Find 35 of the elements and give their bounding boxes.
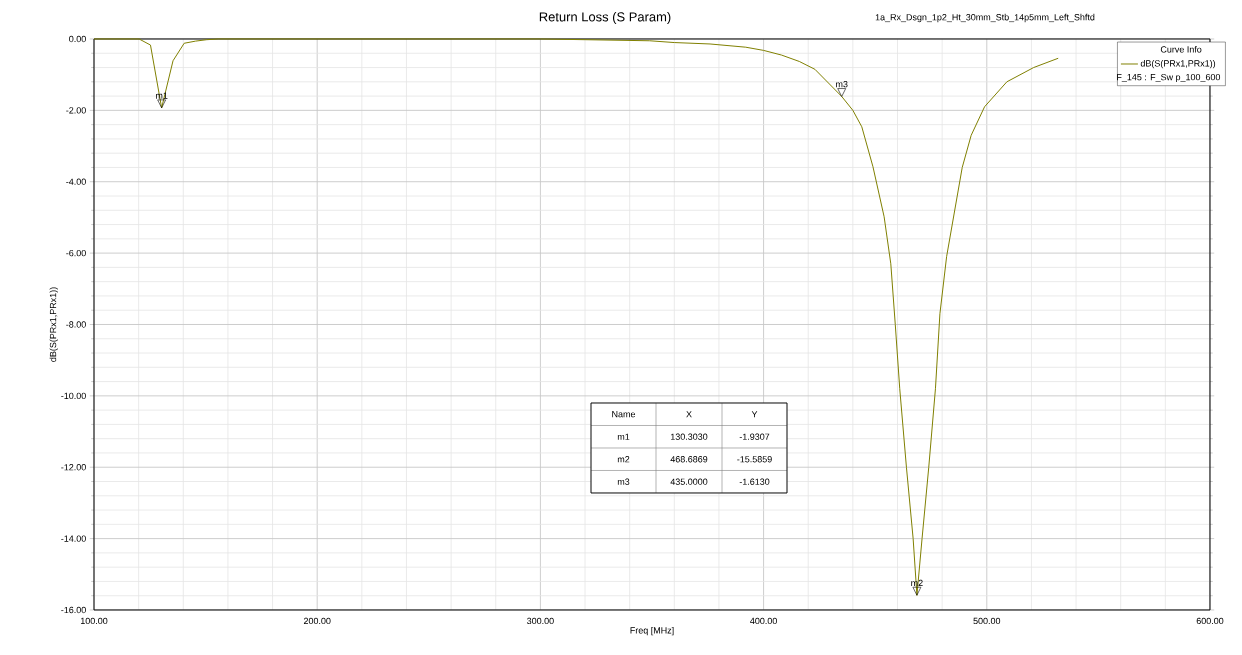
legend-title: Curve Info bbox=[1160, 46, 1202, 53]
annotation: Name bbox=[612, 411, 636, 418]
chart-title: Return Loss (S Param) bbox=[539, 11, 671, 25]
x-tick-label: 400.00 bbox=[750, 617, 777, 625]
annotation: 130.3030 bbox=[670, 433, 708, 440]
annotation: -1.9307 bbox=[739, 433, 770, 440]
y-tick-label: -12.00 bbox=[61, 464, 86, 471]
y-axis-title: dB(S(PRx1,PRx1)) bbox=[49, 287, 58, 362]
annotation: F_145 : F_Sw p_100_600 bbox=[1117, 73, 1221, 83]
annotation: Y bbox=[751, 411, 758, 418]
legend-label: dB(S(PRx1,PRx1)) bbox=[1140, 59, 1216, 69]
annotation: -1.6130 bbox=[739, 478, 770, 485]
annotation: -15.5859 bbox=[737, 456, 772, 463]
x-axis-title: Freq [MHz] bbox=[630, 626, 674, 636]
x-tick-label: 600.00 bbox=[1196, 617, 1224, 625]
x-tick-label: 500.00 bbox=[973, 617, 1001, 625]
y-tick-label: -4.00 bbox=[66, 178, 86, 185]
y-tick-label: -14.00 bbox=[61, 535, 86, 542]
y-tick-label: -8.00 bbox=[66, 321, 86, 328]
annotation: X bbox=[686, 411, 692, 418]
x-tick-label: 300.00 bbox=[527, 617, 554, 625]
x-tick-label: 100.00 bbox=[80, 617, 108, 625]
annotation: m1 bbox=[617, 433, 630, 440]
y-tick-label: -2.00 bbox=[66, 107, 86, 114]
y-tick-label: -16.00 bbox=[61, 606, 86, 614]
annotation: m2 bbox=[617, 456, 630, 463]
chart-subtitle: 1a_Rx_Dsgn_1p2_Ht_30mm_Stb_14p5mm_Left_Shftd bbox=[875, 13, 1095, 23]
annotation: 468.6869 bbox=[670, 456, 708, 463]
annotation: m3 bbox=[617, 478, 630, 485]
x-tick-label: 200.00 bbox=[303, 617, 331, 625]
annotation: 435.0000 bbox=[670, 478, 708, 485]
annotation: m3 bbox=[836, 81, 848, 88]
y-tick-label: -6.00 bbox=[66, 249, 86, 257]
y-tick-label: -10.00 bbox=[61, 392, 86, 400]
y-tick-label: 0.00 bbox=[69, 35, 86, 43]
